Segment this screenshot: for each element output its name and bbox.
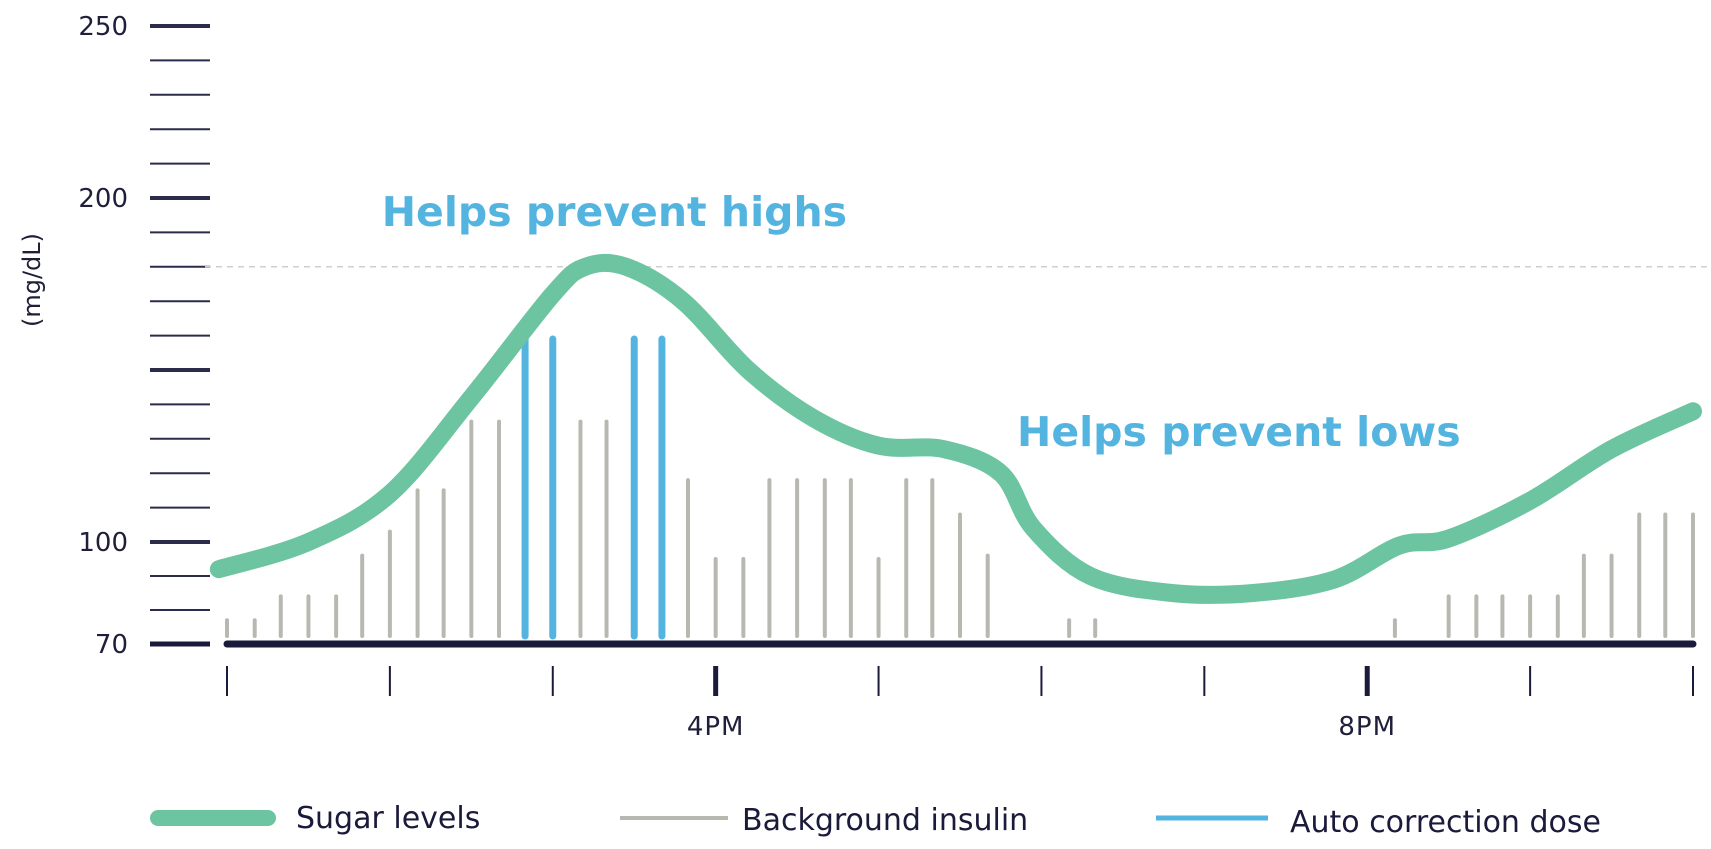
legend-label-sugar-levels: Sugar levels <box>296 801 480 836</box>
sugar-levels-line <box>209 253 1702 604</box>
annotation-prevent-lows: Helps prevent lows <box>1017 408 1461 456</box>
background-insulin-bars <box>225 419 1695 638</box>
y-tick-label: 250 <box>78 12 128 42</box>
y-axis: 250 200 100 70 <box>78 12 210 660</box>
x-tick-label: 4PM <box>687 712 745 742</box>
y-axis-label: (mg/dL) <box>18 233 46 327</box>
y-tick-label: 100 <box>78 528 128 558</box>
legend-label-background-insulin: Background insulin <box>742 803 1028 838</box>
y-tick-label: 70 <box>95 630 128 660</box>
x-tick-label: 8PM <box>1338 712 1396 742</box>
legend: Sugar levels Background insulin Auto cor… <box>150 801 1601 840</box>
legend-label-auto-correction-dose: Auto correction dose <box>1290 805 1601 840</box>
auto-correction-bars <box>521 335 666 640</box>
x-axis: 4PM 8PM <box>226 666 1694 742</box>
y-tick-label: 200 <box>78 184 128 214</box>
annotation-prevent-highs: Helps prevent highs <box>382 188 847 236</box>
